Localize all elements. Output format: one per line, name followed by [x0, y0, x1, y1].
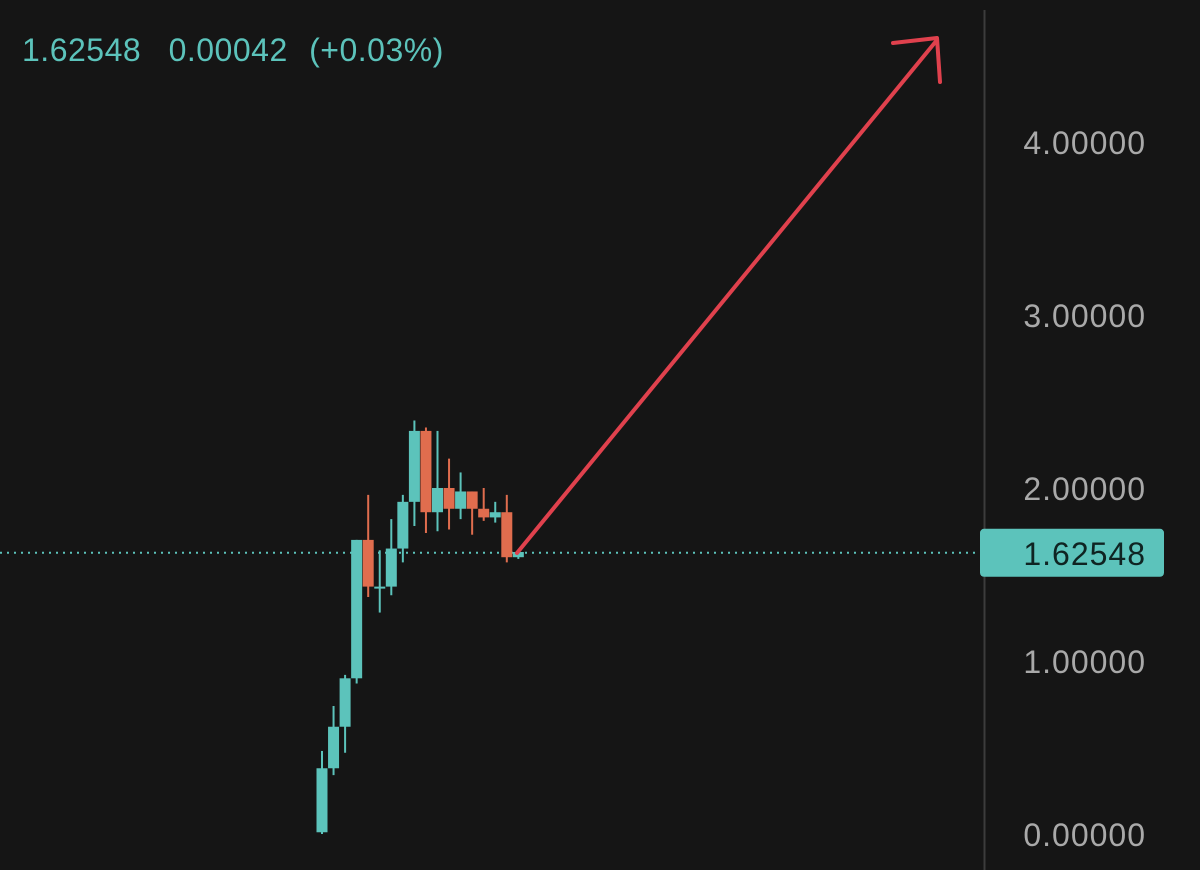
candle-body — [455, 491, 467, 509]
candle-body — [432, 488, 443, 513]
candle[interactable] — [455, 472, 467, 520]
candle-body — [489, 512, 501, 518]
candle-body — [397, 501, 409, 549]
arrow-head — [891, 36, 942, 84]
candle[interactable] — [339, 674, 351, 753]
candle-body — [374, 586, 386, 589]
candle[interactable] — [408, 420, 420, 527]
svg-text:1.62548 0.00042: 1.62548 0.00042 (+0.03%) — [22, 32, 444, 68]
price-legend: 1.62548 0.00042 (+0.03%) — [22, 32, 444, 68]
candle[interactable] — [362, 494, 374, 597]
y-tick-label: 2.00000 — [1023, 471, 1146, 507]
candle[interactable] — [316, 750, 328, 834]
candle-body — [328, 726, 340, 769]
candle[interactable] — [374, 550, 386, 613]
candle[interactable] — [397, 494, 409, 563]
candle[interactable] — [443, 458, 455, 530]
y-tick-label: 0.00000 — [1023, 817, 1146, 853]
candle-body — [408, 430, 420, 502]
candle-body — [316, 768, 328, 833]
candle-body — [501, 512, 513, 558]
arrow-shaft — [515, 38, 939, 555]
candle-body — [420, 430, 432, 513]
candle[interactable] — [385, 519, 397, 596]
candle-body — [466, 491, 478, 509]
current-price-tag-bg — [980, 528, 1164, 577]
candle-body — [478, 508, 490, 518]
candles-group — [316, 420, 524, 834]
candle-body — [339, 678, 351, 727]
candle[interactable] — [420, 427, 432, 533]
candle[interactable] — [432, 430, 443, 532]
candle-body — [443, 488, 455, 509]
price-axis[interactable]: 4.00000 3.00000 2.00000 1.00000 0.00000 — [1023, 125, 1146, 853]
candle-body — [385, 548, 397, 587]
y-tick-label: 3.00000 — [1023, 298, 1146, 334]
candle[interactable] — [501, 494, 513, 563]
candle[interactable] — [478, 488, 490, 521]
current-price-tag: 1.62548 — [980, 528, 1164, 577]
candle[interactable] — [489, 501, 501, 523]
legend-change: 0.00042 — [169, 32, 288, 68]
y-tick-label: 4.00000 — [1023, 125, 1146, 161]
current-price-tag-label: 1.62548 — [1023, 536, 1146, 572]
candle[interactable] — [328, 705, 340, 776]
forecast-arrow[interactable] — [515, 36, 942, 555]
y-tick-label: 1.00000 — [1023, 644, 1146, 680]
candle[interactable] — [351, 539, 363, 684]
candle-body — [512, 552, 524, 558]
candle[interactable] — [466, 491, 478, 535]
candle-body — [351, 539, 363, 679]
legend-last-price: 1.62548 — [22, 32, 141, 68]
legend-change-pct: (+0.03%) — [309, 32, 444, 68]
candle-body — [362, 539, 374, 587]
